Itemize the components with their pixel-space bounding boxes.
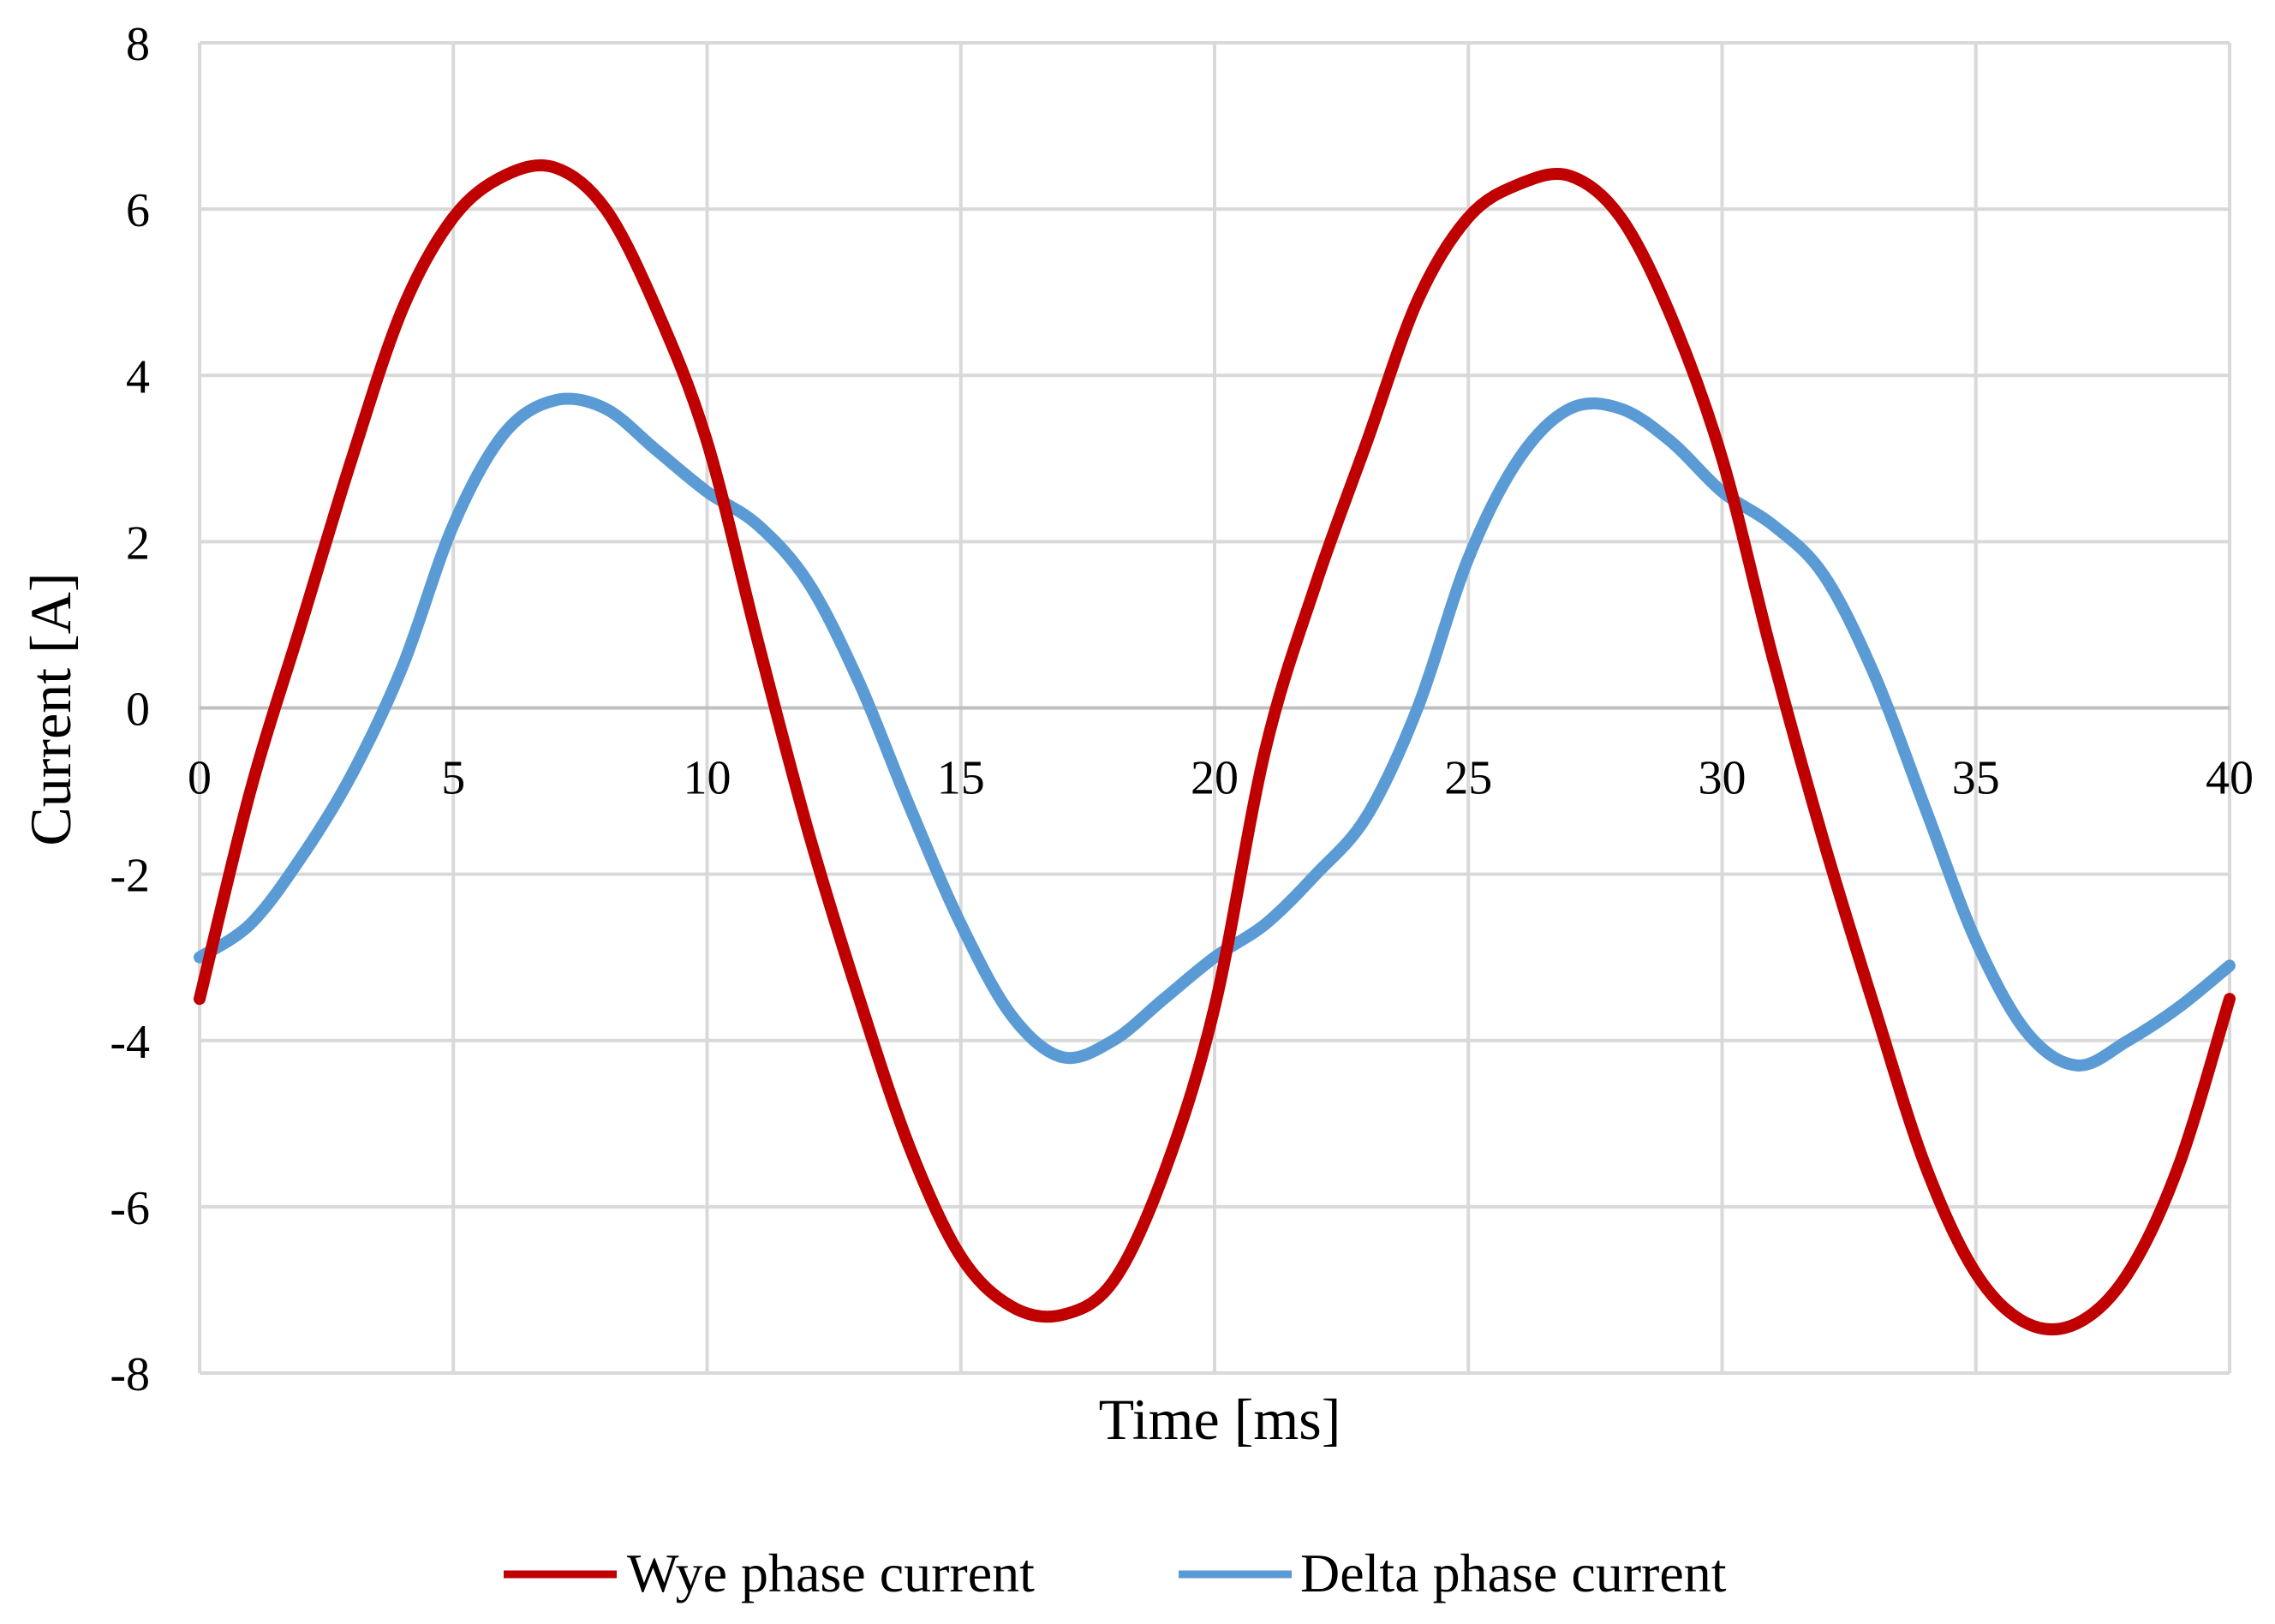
y-axis-title: Current [A] [18, 572, 83, 845]
y-tick-label: 2 [126, 516, 150, 570]
x-axis-title: Time [ms] [1099, 1387, 1341, 1452]
y-tick-label: 8 [126, 18, 150, 71]
x-tick-label: 10 [684, 752, 731, 805]
y-tick-label: 6 [126, 184, 150, 237]
x-tick-label: 30 [1699, 752, 1747, 805]
y-tick-label: 4 [126, 350, 150, 403]
gridlines [198, 41, 2231, 1375]
y-tick-label: 0 [126, 684, 150, 737]
y-tick-label: -8 [110, 1348, 150, 1401]
x-tick-label: 35 [1952, 752, 2000, 805]
y-tick-label: -2 [110, 850, 150, 903]
y-tick-labels: 8 6 4 2 0 -2 -4 -6 -8 [110, 18, 150, 1401]
legend-label-wye: Wye phase current [627, 1543, 1035, 1603]
x-tick-label: 20 [1191, 752, 1239, 805]
legend: Wye phase current Delta phase current [504, 1543, 1727, 1603]
x-tick-labels: 0 5 10 15 20 25 30 35 40 [188, 752, 2254, 805]
x-tick-label: 0 [188, 752, 212, 805]
legend-label-delta: Delta phase current [1300, 1543, 1727, 1603]
series-lines [194, 159, 2236, 1336]
y-tick-label: -4 [110, 1016, 150, 1069]
wye-phase-current-line [194, 159, 2236, 1336]
x-tick-label: 5 [441, 752, 465, 805]
y-tick-label: -6 [110, 1182, 150, 1235]
x-tick-label: 25 [1444, 752, 1492, 805]
x-tick-label: 40 [2206, 752, 2254, 805]
x-tick-label: 15 [937, 752, 985, 805]
delta-phase-current-line [194, 392, 2236, 1072]
